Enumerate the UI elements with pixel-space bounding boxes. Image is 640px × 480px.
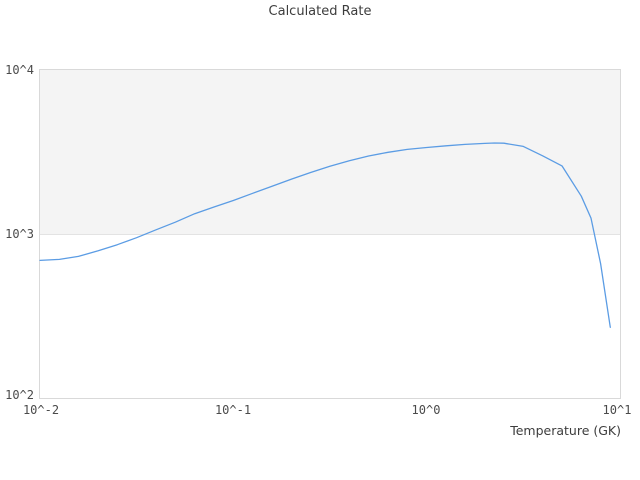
rate-curve-line [39, 142, 611, 328]
plot-area [39, 69, 621, 399]
x-tick-label-1e1: 10^1 [602, 403, 632, 417]
x-tick-label-1e-1: 10^-1 [214, 403, 252, 417]
y-tick-label-1e2: 10^2 [5, 388, 34, 402]
y-tick-label-1e3: 10^3 [5, 227, 34, 241]
x-tick-label-1e0: 10^0 [411, 403, 441, 417]
x-axis-title: Temperature (GK) [510, 423, 621, 438]
gridline-1e3 [40, 234, 620, 235]
chart-title: Calculated Rate [268, 4, 372, 19]
y-tick-label-1e4: 10^4 [5, 63, 34, 77]
x-tick-label-1e-2: 10^-2 [22, 403, 60, 417]
rate-curve-svg [39, 142, 611, 328]
decade-band [40, 70, 620, 234]
